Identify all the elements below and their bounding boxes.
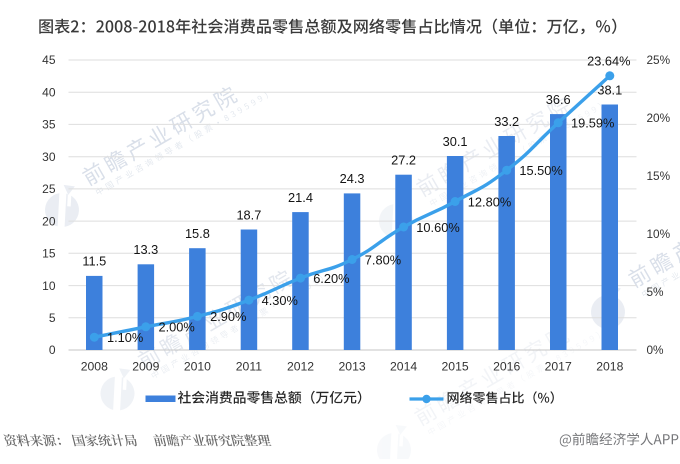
svg-text:15.50%: 15.50% [519, 163, 562, 178]
svg-text:2010: 2010 [184, 360, 211, 374]
svg-text:30.1: 30.1 [443, 134, 468, 149]
svg-text:27.2: 27.2 [391, 153, 416, 168]
svg-text:2015: 2015 [442, 360, 469, 374]
svg-text:10: 10 [42, 279, 56, 293]
svg-text:40: 40 [42, 85, 56, 99]
svg-text:21.4: 21.4 [288, 190, 313, 205]
svg-text:2016: 2016 [493, 360, 520, 374]
svg-text:5: 5 [49, 311, 56, 325]
svg-text:38.1: 38.1 [597, 82, 622, 97]
svg-text:2013: 2013 [339, 360, 366, 374]
svg-text:15: 15 [42, 247, 56, 261]
svg-text:45: 45 [42, 53, 56, 67]
svg-text:0: 0 [49, 343, 56, 357]
svg-text:2011: 2011 [236, 360, 262, 374]
svg-text:2014: 2014 [390, 360, 417, 374]
svg-text:0%: 0% [647, 343, 665, 357]
svg-text:20: 20 [42, 214, 56, 228]
svg-text:2009: 2009 [132, 360, 159, 374]
svg-text:18.7: 18.7 [236, 207, 261, 222]
svg-text:15.8: 15.8 [185, 226, 210, 241]
svg-text:2018: 2018 [596, 360, 623, 374]
svg-text:2012: 2012 [287, 360, 314, 374]
svg-text:2008: 2008 [81, 360, 108, 374]
svg-text:25%: 25% [647, 53, 671, 67]
svg-text:24.3: 24.3 [340, 171, 365, 186]
svg-text:35: 35 [42, 118, 56, 132]
svg-text:25: 25 [42, 182, 56, 196]
svg-text:15%: 15% [647, 169, 671, 183]
svg-text:2017: 2017 [545, 360, 572, 374]
svg-text:33.2: 33.2 [494, 114, 519, 129]
svg-text:19.59%: 19.59% [571, 116, 614, 131]
svg-text:6.20%: 6.20% [313, 271, 349, 286]
svg-text:11.5: 11.5 [82, 254, 106, 269]
svg-text:12.80%: 12.80% [468, 194, 511, 209]
svg-text:10.60%: 10.60% [416, 220, 459, 235]
svg-text:5%: 5% [647, 285, 665, 299]
svg-text:13.3: 13.3 [133, 242, 158, 257]
svg-text:23.64%: 23.64% [587, 54, 630, 69]
svg-text:4.30%: 4.30% [262, 293, 298, 308]
svg-text:1.10%: 1.10% [107, 330, 143, 345]
svg-text:2.90%: 2.90% [210, 309, 246, 324]
svg-text:20%: 20% [647, 111, 671, 125]
svg-text:36.6: 36.6 [546, 92, 571, 107]
svg-text:30: 30 [42, 150, 56, 164]
svg-text:7.80%: 7.80% [365, 252, 401, 267]
svg-text:10%: 10% [647, 227, 671, 241]
svg-text:2.00%: 2.00% [159, 320, 195, 335]
